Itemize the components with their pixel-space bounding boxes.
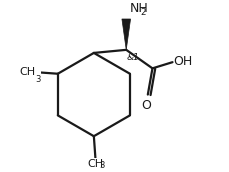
Text: CH: CH — [87, 159, 103, 169]
Text: NH: NH — [130, 2, 148, 15]
Text: &1: &1 — [126, 53, 139, 62]
Text: OH: OH — [172, 55, 192, 68]
Polygon shape — [121, 19, 130, 50]
Text: 3: 3 — [35, 75, 41, 84]
Text: 3: 3 — [99, 161, 104, 170]
Text: 2: 2 — [140, 8, 145, 17]
Text: CH: CH — [19, 67, 35, 77]
Text: O: O — [141, 99, 150, 112]
